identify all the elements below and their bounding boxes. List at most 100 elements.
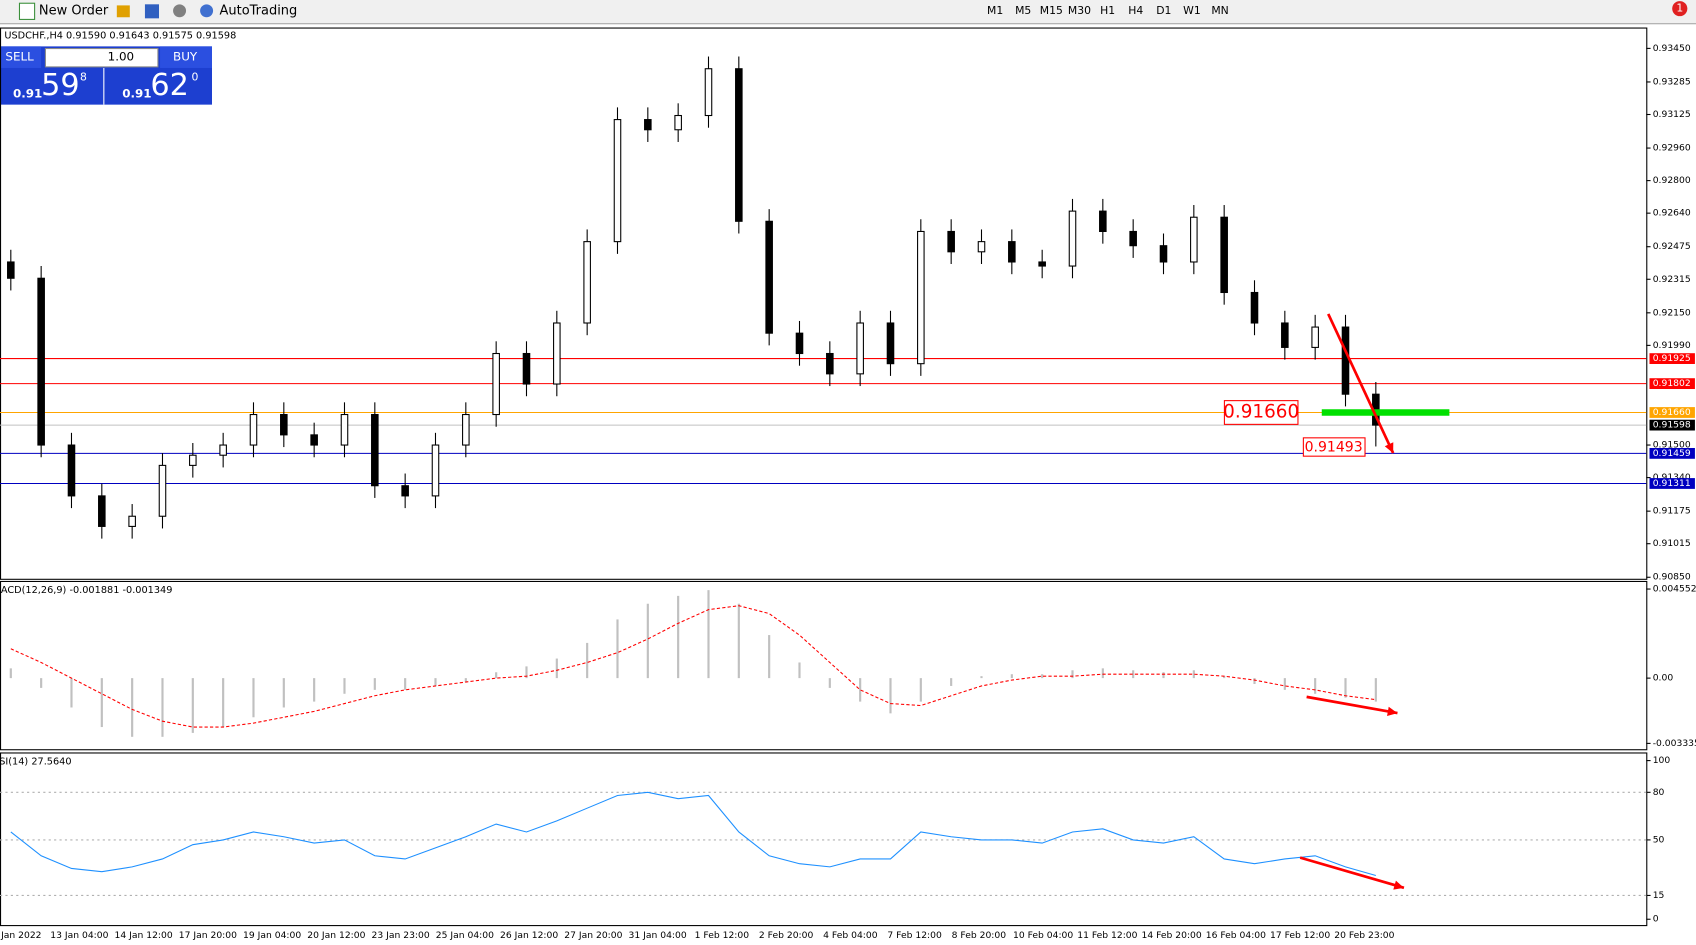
buy-price-pips: 62 — [150, 68, 189, 103]
panel-frame — [0, 752, 1648, 927]
y-tick-label: 0.92475 — [1653, 241, 1691, 252]
y-tick-label: 0.93125 — [1653, 109, 1691, 120]
candle-body — [583, 241, 591, 324]
y-tick-label: 0.92315 — [1653, 274, 1691, 285]
buy-label[interactable]: BUY — [173, 50, 198, 64]
candle-body — [886, 322, 895, 365]
annotation-label: 0.91660 — [1223, 402, 1299, 423]
buy-button[interactable] — [160, 46, 212, 68]
y-tick-label: 0.91015 — [1653, 538, 1691, 549]
x-tick-label: 17 Feb 12:00 — [1270, 930, 1330, 941]
buy-price-big: 0.91 — [122, 86, 151, 100]
toolbar-icon[interactable] — [144, 4, 159, 19]
candle-body — [826, 352, 834, 375]
timeframe-button[interactable]: M5 — [1015, 4, 1031, 17]
price-level-box — [1649, 407, 1695, 418]
price-level-box — [1649, 478, 1695, 489]
y-tick-label: 50 — [1653, 834, 1665, 845]
candle-body — [37, 277, 45, 446]
x-tick-label: 19 Jan 04:00 — [243, 930, 301, 941]
candle-body — [128, 515, 136, 527]
x-tick-label: 14 Jan 12:00 — [115, 930, 173, 941]
timeframe-button[interactable]: H4 — [1128, 4, 1143, 17]
y-tick-label: 0.92640 — [1653, 208, 1691, 219]
candle-body — [1220, 216, 1228, 294]
y-tick-label: 0.93285 — [1653, 76, 1691, 87]
candle-body — [462, 413, 470, 446]
x-tick-label: 1 Feb 12:00 — [695, 930, 750, 941]
auto-trading-button[interactable]: AutoTrading — [220, 3, 298, 18]
trade-panel: SELL 1.00 BUY 0.91 59 8 0.91 62 0 — [0, 46, 212, 105]
x-tick-label: 20 Jan 12:00 — [307, 930, 365, 941]
sell-price-big: 0.91 — [13, 86, 42, 100]
indicator-title: MACD(12,26,9) -0.001881 -0.001349 — [0, 585, 172, 596]
candle-body — [704, 68, 713, 117]
timeframe-button[interactable]: W1 — [1183, 4, 1201, 17]
candle-body — [1068, 210, 1077, 267]
x-tick-label: 10 Feb 04:00 — [1013, 930, 1073, 941]
timeframe-button[interactable]: D1 — [1156, 4, 1171, 17]
candle-body — [189, 454, 197, 466]
trend-arrow-head — [1387, 706, 1398, 716]
notification-badge[interactable] — [1672, 1, 1688, 17]
lot-value[interactable]: 1.00 — [108, 50, 134, 64]
candle-body — [310, 434, 318, 446]
annotation-box — [1302, 437, 1366, 457]
candle-body — [1008, 241, 1016, 263]
timeframe-button[interactable]: M1 — [987, 4, 1003, 17]
y-tick-label: 0.91175 — [1653, 506, 1691, 517]
candle-body — [674, 114, 682, 131]
panel-frame — [0, 580, 1648, 751]
toolbar — [0, 0, 1696, 24]
candle-body — [280, 413, 288, 436]
rsi-line — [10, 791, 1376, 877]
candle-body — [1311, 326, 1319, 348]
timeframe-button[interactable]: MN — [1211, 4, 1228, 17]
candle-body — [7, 261, 15, 279]
timeframe-button[interactable]: M15 — [1040, 4, 1063, 17]
trend-arrow-head — [1393, 880, 1404, 890]
candle-body — [795, 332, 804, 355]
y-tick-label: 0.92150 — [1653, 307, 1691, 318]
chart-header: USDCHF.,H4 0.91590 0.91643 0.91575 0.915… — [4, 31, 236, 42]
timeframe-button[interactable]: M30 — [1068, 4, 1091, 17]
sell-button[interactable] — [0, 46, 42, 68]
price-level-box — [1649, 419, 1695, 431]
toolbar-icon[interactable] — [116, 5, 130, 18]
price-level-label: 0.91598 — [1653, 420, 1691, 431]
y-tick-label: 100 — [1653, 755, 1671, 766]
candle-body — [371, 413, 379, 487]
y-tick-label: 0.91340 — [1653, 472, 1691, 483]
candle-body — [765, 220, 773, 334]
panel-frame — [0, 27, 1648, 580]
trend-arrow — [1327, 313, 1395, 454]
candle-body — [431, 444, 440, 497]
price-level-label: 0.91660 — [1653, 407, 1691, 418]
candle-body — [856, 322, 864, 375]
price-level-box — [1649, 353, 1695, 364]
candle-body — [947, 230, 955, 253]
lot-field[interactable] — [44, 48, 159, 68]
candle-body — [340, 413, 349, 446]
x-tick-label: 2 Feb 20:00 — [759, 930, 814, 941]
candle-body — [1159, 245, 1168, 263]
y-tick-label: 0.91990 — [1653, 340, 1691, 351]
auto-trading-icon[interactable] — [200, 4, 214, 18]
new-order-button[interactable]: New Order — [39, 3, 109, 18]
x-tick-label: 17 Jan 20:00 — [179, 930, 237, 941]
sell-label[interactable]: SELL — [5, 50, 34, 64]
y-tick-label: 80 — [1653, 787, 1665, 798]
price-level-box — [1649, 378, 1695, 390]
x-tick-label: 23 Jan 23:00 — [372, 930, 430, 941]
toolbar-icon[interactable] — [173, 4, 187, 18]
price-level-label: 0.91802 — [1653, 378, 1691, 389]
price-level-label: 0.91925 — [1653, 353, 1691, 364]
candle-body — [401, 485, 409, 497]
x-tick-label: 31 Jan 04:00 — [629, 930, 687, 941]
x-tick-label: 4 Feb 04:00 — [823, 930, 878, 941]
y-tick-label: 0.92800 — [1653, 175, 1691, 186]
timeframe-button[interactable]: H1 — [1100, 4, 1115, 17]
new-order-icon[interactable] — [18, 2, 36, 20]
candle-body — [1190, 216, 1198, 263]
x-tick-label: 20 Feb 23:00 — [1334, 930, 1394, 941]
